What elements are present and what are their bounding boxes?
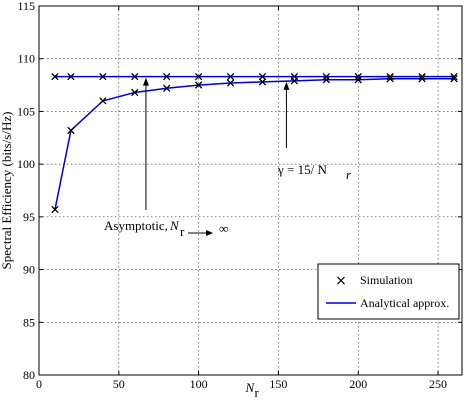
annotation-gamma: γ = 15/ N r [277,81,352,182]
simulation-marker-gamma [418,75,426,83]
simulation-marker-asymptotic [354,72,362,81]
series-markers [51,72,458,214]
simulation-marker-gamma [51,205,59,214]
gamma-arrow-head [283,81,290,90]
gamma-annotation-text: γ = 15/ N [277,162,327,177]
simulation-marker-gamma [354,76,362,84]
x-tick-label: 150 [269,377,287,391]
asymptotic-annotation-subscript: r [180,224,185,239]
y-tick-label: 95 [23,210,35,224]
simulation-marker-gamma [194,81,203,89]
simulation-marker-asymptotic [194,72,203,81]
simulation-marker-gamma [386,75,394,83]
simulation-marker-gamma [226,79,235,87]
legend-box [317,263,460,320]
simulation-marker-asymptotic [131,72,139,81]
y-tick-label: 100 [17,157,35,171]
y-tick-label: 105 [17,104,35,118]
simulation-marker-asymptotic [51,72,59,81]
asymptotic-annotation-text: Asymptotic, [104,218,168,233]
grid-lines [39,6,462,375]
simulation-marker-gamma [258,78,267,86]
x-tick-label: 250 [429,377,447,391]
simulation-marker-gamma [450,75,458,83]
simulation-marker-gamma [131,88,139,97]
series-lines [54,75,455,210]
simulation-marker-gamma [99,97,107,105]
asymptotic-annotation-variable: N [169,218,180,233]
x-tick-label: 50 [113,377,125,391]
simulation-marker-gamma [163,84,171,92]
plot-frame [38,5,463,376]
y-tick-label: 80 [23,368,35,382]
x-axis-label-main: N [245,380,256,395]
legend-analytical-label: Analytical approx. [360,296,449,310]
infinity-symbol: ∞ [219,221,228,236]
simulation-marker-asymptotic [99,72,107,81]
annotation-asymptotic: Asymptotic, N r ∞ [104,77,228,239]
limit-arrow-head [206,230,213,236]
simulation-marker-asymptotic [67,72,75,81]
legend-simulation-marker: × [335,273,347,289]
simulation-marker-gamma [67,126,75,135]
x-tick-label: 0 [36,377,42,391]
x-axis-label-subscript: r [255,385,260,400]
simulation-marker-asymptotic [386,72,394,81]
y-tick-label: 90 [23,263,35,277]
legend-simulation-label: Simulation [360,273,413,287]
y-tick-label: 115 [17,0,35,13]
simulation-marker-gamma [322,76,330,84]
simulation-marker-gamma [290,77,299,85]
x-tick-label: 200 [349,377,367,391]
simulation-marker-asymptotic [163,72,171,81]
simulation-marker-asymptotic [226,72,235,81]
y-tick-label: 110 [17,52,35,66]
analytical-line-gamma [54,77,455,210]
simulation-marker-asymptotic [322,72,330,81]
gamma-annotation-subscript: r [346,167,352,182]
y-axis-label: Spectral Efficiency (bits/s/Hz) [0,112,14,270]
simulation-marker-asymptotic [258,72,267,81]
x-tick-label: 100 [190,377,208,391]
simulation-marker-asymptotic [418,72,426,81]
asymptotic-arrow-head [142,77,149,86]
axis-ticks: 0 50 100 150 200 250 80 85 90 95 100 105 110 115 [17,0,462,391]
y-tick-label: 85 [23,315,35,329]
simulation-marker-asymptotic [450,72,458,81]
x-axis-label: N r [245,380,260,400]
legend: × Simulation Analytical approx. [317,263,460,320]
